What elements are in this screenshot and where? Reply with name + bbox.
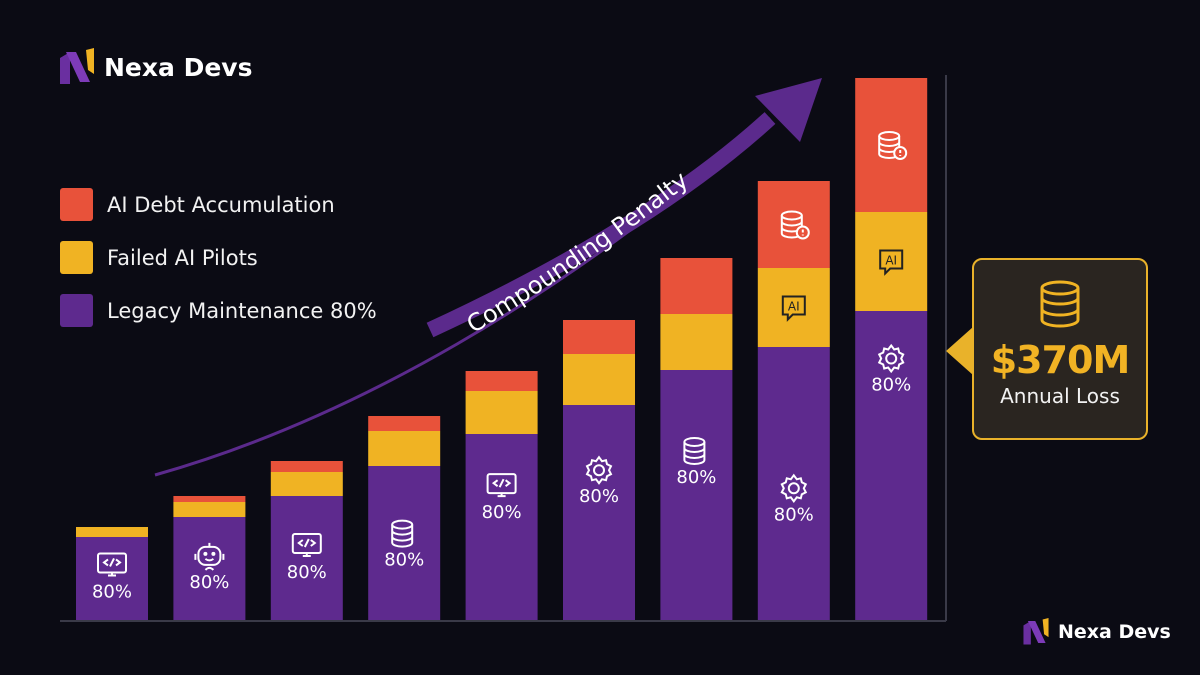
svg-text:AI: AI xyxy=(788,300,800,314)
database-icon xyxy=(683,436,706,465)
failed-pilots-segment xyxy=(270,472,343,496)
legacy-maintenance-segment xyxy=(563,405,635,621)
ai-debt-segment xyxy=(563,320,635,354)
bar-label: 80% xyxy=(92,581,132,602)
monitor-code-icon xyxy=(97,552,127,577)
legacy-maintenance-segment xyxy=(465,434,538,621)
bar-label: 80% xyxy=(579,486,619,507)
failed-pilots-segment xyxy=(368,431,441,466)
legend-item-ai-debt: AI Debt Accumulation xyxy=(60,178,377,231)
gear-icon xyxy=(585,455,613,485)
legend-swatch xyxy=(60,294,93,327)
ai-debt-segment xyxy=(368,416,441,431)
bar-label: 80% xyxy=(871,375,911,396)
nexa-logo-icon xyxy=(1023,618,1049,645)
robot-icon xyxy=(194,542,225,571)
legacy-maintenance-segment xyxy=(270,496,343,621)
database-alert-icon xyxy=(780,210,810,240)
bar-label: 80% xyxy=(189,572,229,593)
legacy-maintenance-segment xyxy=(855,311,928,621)
failed-pilots-segment xyxy=(173,502,246,517)
ai-debt-segment xyxy=(270,461,343,472)
legend-swatch xyxy=(60,188,93,221)
failed-pilots-segment xyxy=(76,527,148,537)
trend-line-thick xyxy=(426,112,776,338)
loss-amount: $370M xyxy=(990,338,1131,382)
brand-name: Nexa Devs xyxy=(1058,621,1171,643)
legend-item-legacy: Legacy Maintenance 80% xyxy=(60,284,377,337)
trend-label: Compounding Penalty xyxy=(462,166,694,339)
gear-icon xyxy=(877,343,905,374)
legend-label: Failed AI Pilots xyxy=(107,245,258,270)
annual-loss-callout: $370M Annual Loss xyxy=(972,258,1148,440)
nexa-logo-icon xyxy=(60,48,94,84)
bar-label: 80% xyxy=(287,562,327,583)
callout-pointer xyxy=(946,327,973,375)
database-alert-icon xyxy=(878,131,908,160)
ai-chat-icon: AI xyxy=(781,295,806,322)
bar-label: 80% xyxy=(482,502,522,523)
bar-label: 80% xyxy=(676,467,716,488)
brand-logo: Nexa Devs xyxy=(58,48,252,86)
legend-label: AI Debt Accumulation xyxy=(107,192,335,217)
loss-label: Annual Loss xyxy=(1000,384,1120,408)
failed-pilots-segment xyxy=(660,314,733,370)
failed-pilots-segment xyxy=(563,354,635,405)
monitor-code-icon xyxy=(486,473,517,498)
legacy-maintenance-segment xyxy=(76,537,148,621)
legend-item-failed-pilots: Failed AI Pilots xyxy=(60,231,377,284)
ai-debt-segment xyxy=(660,258,733,314)
legend: AI Debt Accumulation Failed AI Pilots Le… xyxy=(60,178,377,337)
ai-debt-segment xyxy=(173,496,246,502)
failed-pilots-segment xyxy=(757,268,830,347)
ai-chat-icon: AI xyxy=(879,249,904,276)
gear-icon xyxy=(780,473,808,503)
ai-debt-segment xyxy=(465,371,538,391)
legacy-maintenance-segment xyxy=(368,466,441,621)
monitor-code-icon xyxy=(291,533,322,557)
legacy-maintenance-segment xyxy=(660,370,733,621)
bar-label: 80% xyxy=(384,550,424,571)
legend-label: Legacy Maintenance 80% xyxy=(107,298,377,323)
trend-arrowhead-icon xyxy=(755,78,822,142)
failed-pilots-segment xyxy=(855,212,928,311)
legend-swatch xyxy=(60,241,93,274)
brand-name: Nexa Devs xyxy=(104,52,253,82)
bar-label: 80% xyxy=(774,504,814,525)
legacy-maintenance-segment xyxy=(173,517,246,621)
svg-text:AI: AI xyxy=(885,254,897,268)
coins-stack-icon xyxy=(1040,280,1080,328)
brand-logo-footer: Nexa Devs xyxy=(1022,618,1171,646)
database-icon xyxy=(391,519,414,548)
failed-pilots-segment xyxy=(465,391,538,434)
